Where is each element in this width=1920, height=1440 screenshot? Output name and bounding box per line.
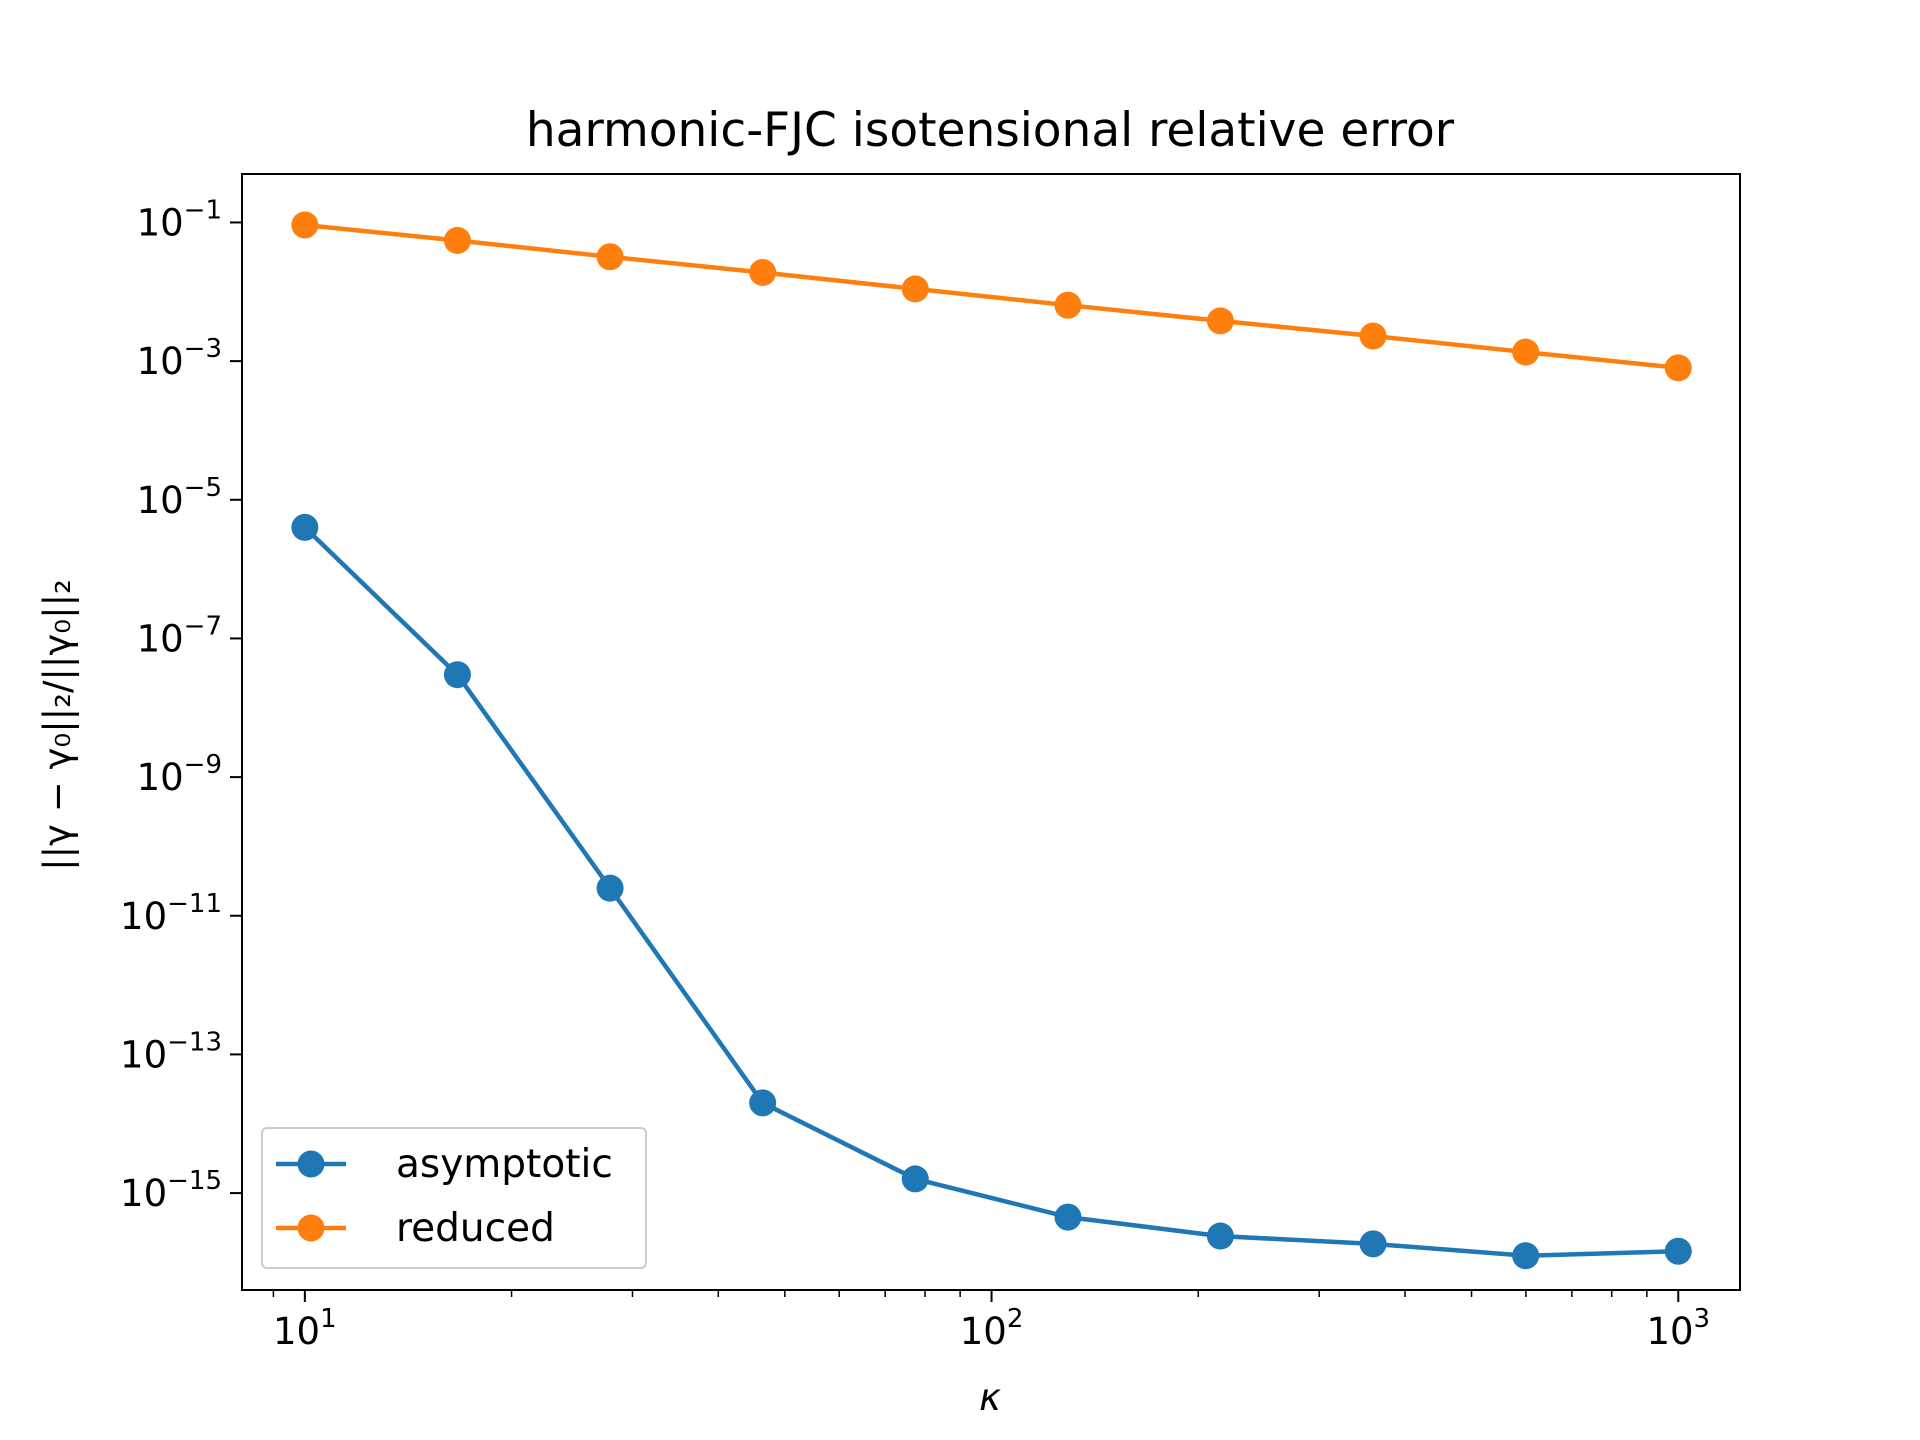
- legend-marker-asymptotic: [297, 1150, 325, 1178]
- data-point-asymptotic: [1512, 1242, 1540, 1270]
- legend-label-asymptotic: asymptotic: [396, 1142, 613, 1187]
- y-tick-label: 10−13: [120, 1027, 222, 1076]
- data-point-asymptotic: [1206, 1222, 1234, 1250]
- series-line-reduced: [304, 222, 1679, 371]
- data-point-asymptotic: [291, 513, 319, 541]
- x-tick-label: 101: [273, 1304, 337, 1353]
- data-point-reduced: [901, 275, 929, 303]
- data-point-reduced: [749, 258, 777, 286]
- legend-box: [261, 1127, 647, 1269]
- y-tick-label: 10−7: [137, 611, 222, 660]
- data-point-reduced: [1206, 307, 1234, 335]
- y-tick-label: 10−3: [137, 334, 222, 383]
- data-point-asymptotic: [596, 874, 624, 902]
- data-point-reduced: [1359, 322, 1387, 350]
- legend: asymptotic reduced: [261, 1127, 647, 1269]
- plot-area: 101 102 103 10−1 10−3 10−5 10−7 10−9 10−11 10−13 1…: [120, 173, 1741, 1353]
- y-tick-label: 10−1: [137, 195, 222, 244]
- data-point-reduced: [443, 226, 471, 254]
- data-point-reduced: [1512, 338, 1540, 366]
- data-point-asymptotic: [443, 661, 471, 689]
- data-point-asymptotic: [749, 1089, 777, 1117]
- x-tick-label: 103: [1646, 1304, 1710, 1353]
- data-point-asymptotic: [1359, 1230, 1387, 1258]
- data-point-reduced: [1664, 354, 1692, 382]
- y-tick-label: 10−15: [120, 1166, 222, 1215]
- legend-marker-reduced: [297, 1214, 325, 1242]
- legend-label-reduced: reduced: [396, 1206, 555, 1251]
- data-point-asymptotic: [901, 1165, 929, 1193]
- data-point-reduced: [596, 243, 624, 271]
- x-axis-label: κ: [979, 1376, 1001, 1419]
- chart-title: harmonic-FJC isotensional relative error: [526, 103, 1455, 158]
- x-tick-label: 102: [960, 1304, 1024, 1353]
- data-point-asymptotic: [1664, 1237, 1692, 1265]
- data-point-reduced: [1054, 291, 1082, 319]
- data-point-reduced: [291, 211, 319, 239]
- data-point-asymptotic: [1054, 1203, 1082, 1231]
- y-tick-label: 10−11: [120, 889, 222, 938]
- y-tick-label: 10−9: [137, 750, 222, 799]
- y-tick-label: 10−5: [137, 473, 222, 522]
- series-line-asymptotic: [303, 525, 1679, 1258]
- y-axis-label: ||γ − γ₀||₂/||γ₀||₂: [36, 579, 79, 871]
